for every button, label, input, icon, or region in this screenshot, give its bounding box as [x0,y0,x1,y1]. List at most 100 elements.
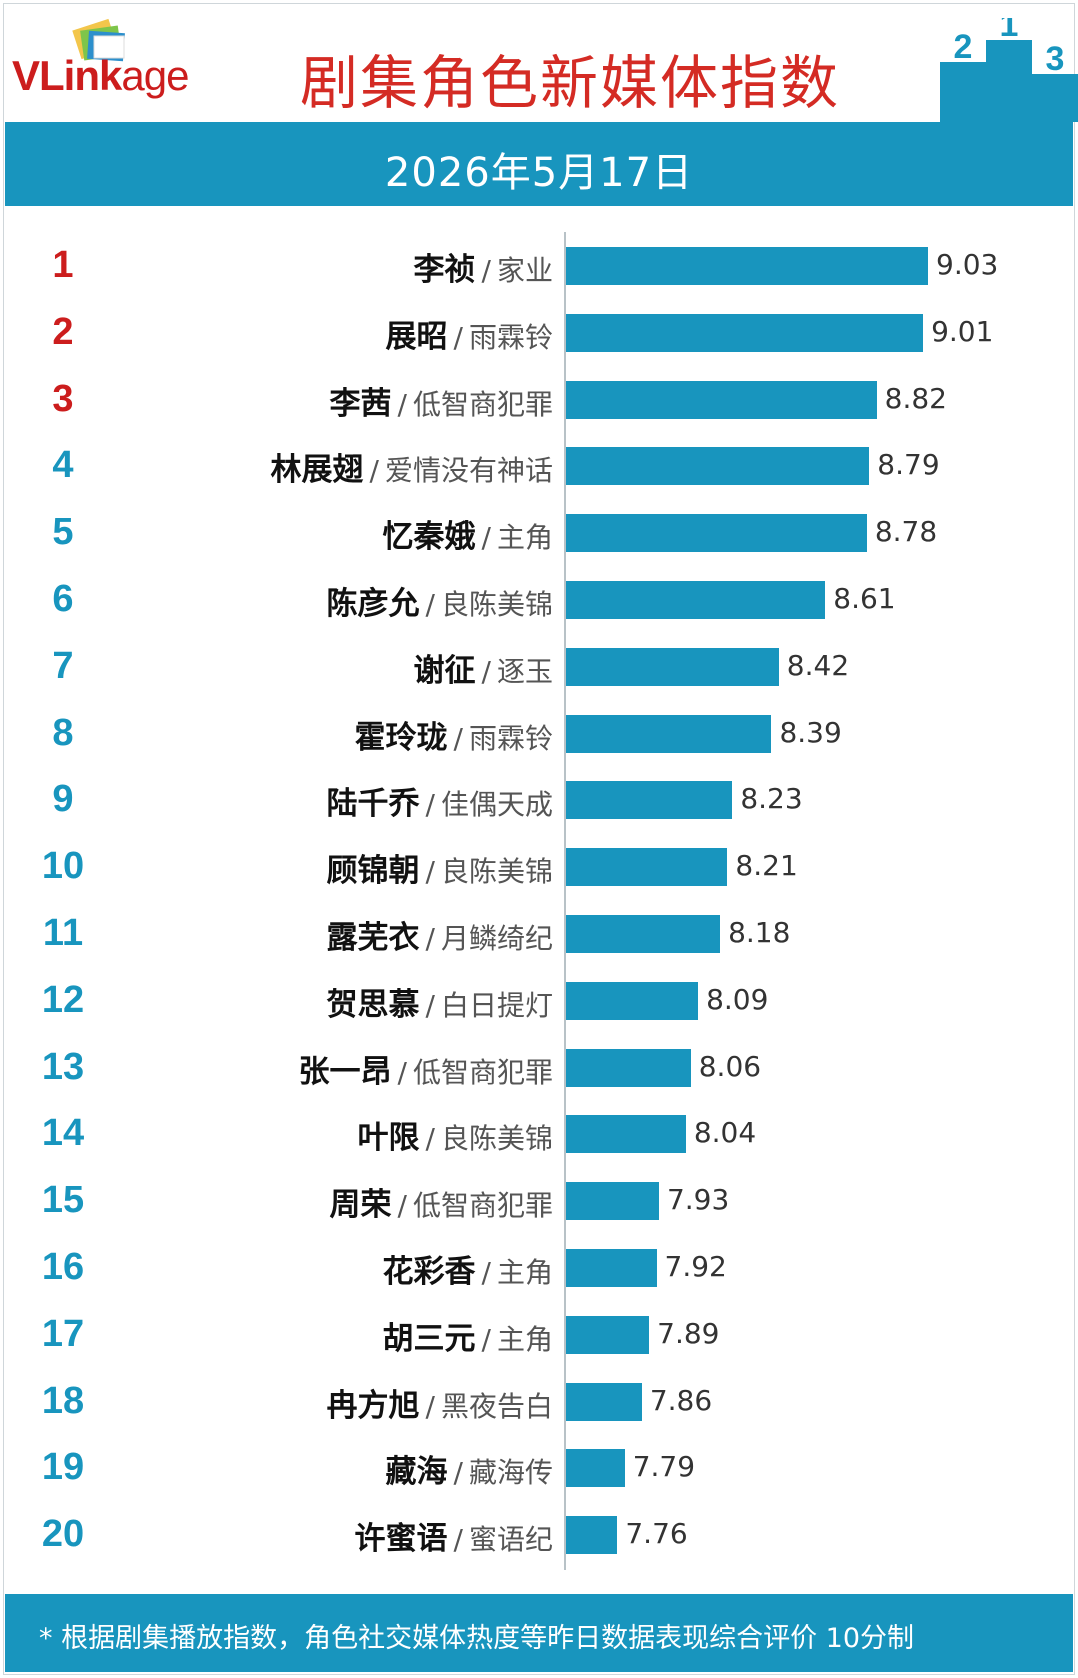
rank-number: 8 [52,711,74,754]
row-label: 周荣 / 低智商犯罪 [330,1179,553,1224]
character-name: 花彩香 [382,1254,476,1290]
character-name: 贺思慕 [326,986,420,1023]
value-label: 7.76 [625,1517,688,1551]
label-separator: / [453,1456,463,1490]
character-name: 李茜 [329,385,392,422]
logo-wordmark: VLinkage [12,52,189,99]
value-bar [566,1048,691,1087]
value-bar [566,447,870,486]
label-separator: / [397,1189,407,1223]
rank-number: 1 [52,244,74,286]
character-name: 许蜜语 [354,1521,448,1558]
value-label: 8.61 [833,582,896,615]
vlinkage-logo: VLinkage [12,18,242,108]
drama-title: 蜜语纪 [468,1523,553,1557]
value-bar [566,714,772,753]
rank-number: 6 [52,578,74,620]
character-name: 藏海 [385,1454,448,1491]
drama-title: 白日提灯 [440,988,553,1022]
rank-number: 15 [41,1179,85,1222]
label-separator: / [425,922,435,955]
value-bar [566,915,721,953]
label-separator: / [425,588,435,621]
row-label: 忆秦娥 / 主角 [383,511,553,556]
rank-number: 13 [41,1045,85,1088]
value-label: 8.04 [693,1116,757,1150]
drama-title: 家业 [496,254,553,287]
drama-title: 藏海传 [468,1456,553,1490]
rank-number: 5 [52,511,74,554]
label-separator: / [425,988,435,1022]
rank-number: 16 [41,1246,85,1288]
value-bar [566,1115,686,1154]
rank-number: 19 [41,1446,85,1489]
label-separator: / [481,654,491,688]
label-separator: / [481,521,491,555]
label-separator: / [397,387,407,421]
podium-icon: 2 1 3 [940,18,1078,122]
rank-number: 9 [52,778,74,821]
drama-title: 主角 [496,521,553,555]
value-label: 8.78 [874,515,938,549]
label-separator: / [369,454,379,488]
character-name: 展昭 [385,318,448,355]
row-label: 胡三元 / 主角 [383,1313,553,1358]
value-bar [566,1315,650,1354]
rank-number: 7 [52,644,74,687]
drama-title: 黑夜告白 [440,1389,553,1423]
row-label: 霍玲珑 / 雨霖铃 [355,712,553,757]
row-label: 林展翅 / 爱情没有神话 [271,444,553,489]
row-label: 陈彦允 / 良陈美锦 [327,578,553,623]
label-separator: / [425,1389,435,1423]
footer-bar: * 根据剧集播放指数，角色社交媒体热度等昨日数据表现综合评价 10分制 [5,1594,1073,1672]
value-label: 7.89 [657,1316,720,1350]
rank-number: 14 [41,1112,85,1155]
value-label: 8.82 [884,381,947,415]
label-separator: / [481,1322,491,1356]
character-name: 陆千乔 [326,786,420,823]
drama-title: 低智商犯罪 [412,1055,553,1089]
value-bar [566,647,779,686]
drama-title: 良陈美锦 [440,1122,553,1156]
value-bar [566,1249,657,1287]
row-label: 李祯 / 家业 [414,244,553,289]
value-bar [566,781,733,820]
drama-title: 逐玉 [496,654,553,688]
character-name: 叶限 [357,1120,420,1157]
value-label: 9.01 [931,314,994,348]
character-name: 露芜衣 [326,920,420,956]
value-bar [566,514,867,553]
label-separator: / [397,1055,407,1089]
character-name: 顾锦朝 [326,853,420,890]
row-label: 藏海 / 藏海传 [386,1446,553,1491]
value-bar [566,1182,659,1221]
character-name: 李祯 [413,252,476,288]
value-bar [566,313,924,352]
rank-number: 17 [41,1312,85,1355]
poster-frame [3,3,1075,1675]
row-label: 顾锦朝 / 良陈美锦 [327,845,553,890]
character-name: 胡三元 [382,1320,476,1357]
rank-number: 4 [52,444,74,487]
row-label: 李茜 / 低智商犯罪 [330,378,553,423]
row-label: 露芜衣 / 月鳞绮纪 [327,912,553,957]
row-label: 花彩香 / 主角 [383,1246,553,1291]
value-label: 8.23 [740,782,803,816]
drama-title: 低智商犯罪 [412,387,553,421]
svg-text:3: 3 [1046,40,1065,78]
drama-title: 爱情没有神话 [384,454,553,488]
row-label: 贺思慕 / 白日提灯 [327,979,553,1024]
value-label: 8.09 [706,982,769,1016]
value-bar [566,1516,618,1555]
value-bar [566,1449,625,1488]
character-name: 周荣 [329,1187,392,1224]
rank-number: 20 [41,1513,85,1556]
character-name: 霍玲珑 [354,719,448,756]
value-label: 8.06 [698,1049,762,1083]
value-label: 7.79 [632,1450,696,1484]
drama-title: 良陈美锦 [440,855,553,889]
label-separator: / [425,1122,435,1156]
value-label: 8.21 [735,849,798,883]
character-name: 张一昂 [298,1053,392,1090]
value-bar [566,981,699,1020]
